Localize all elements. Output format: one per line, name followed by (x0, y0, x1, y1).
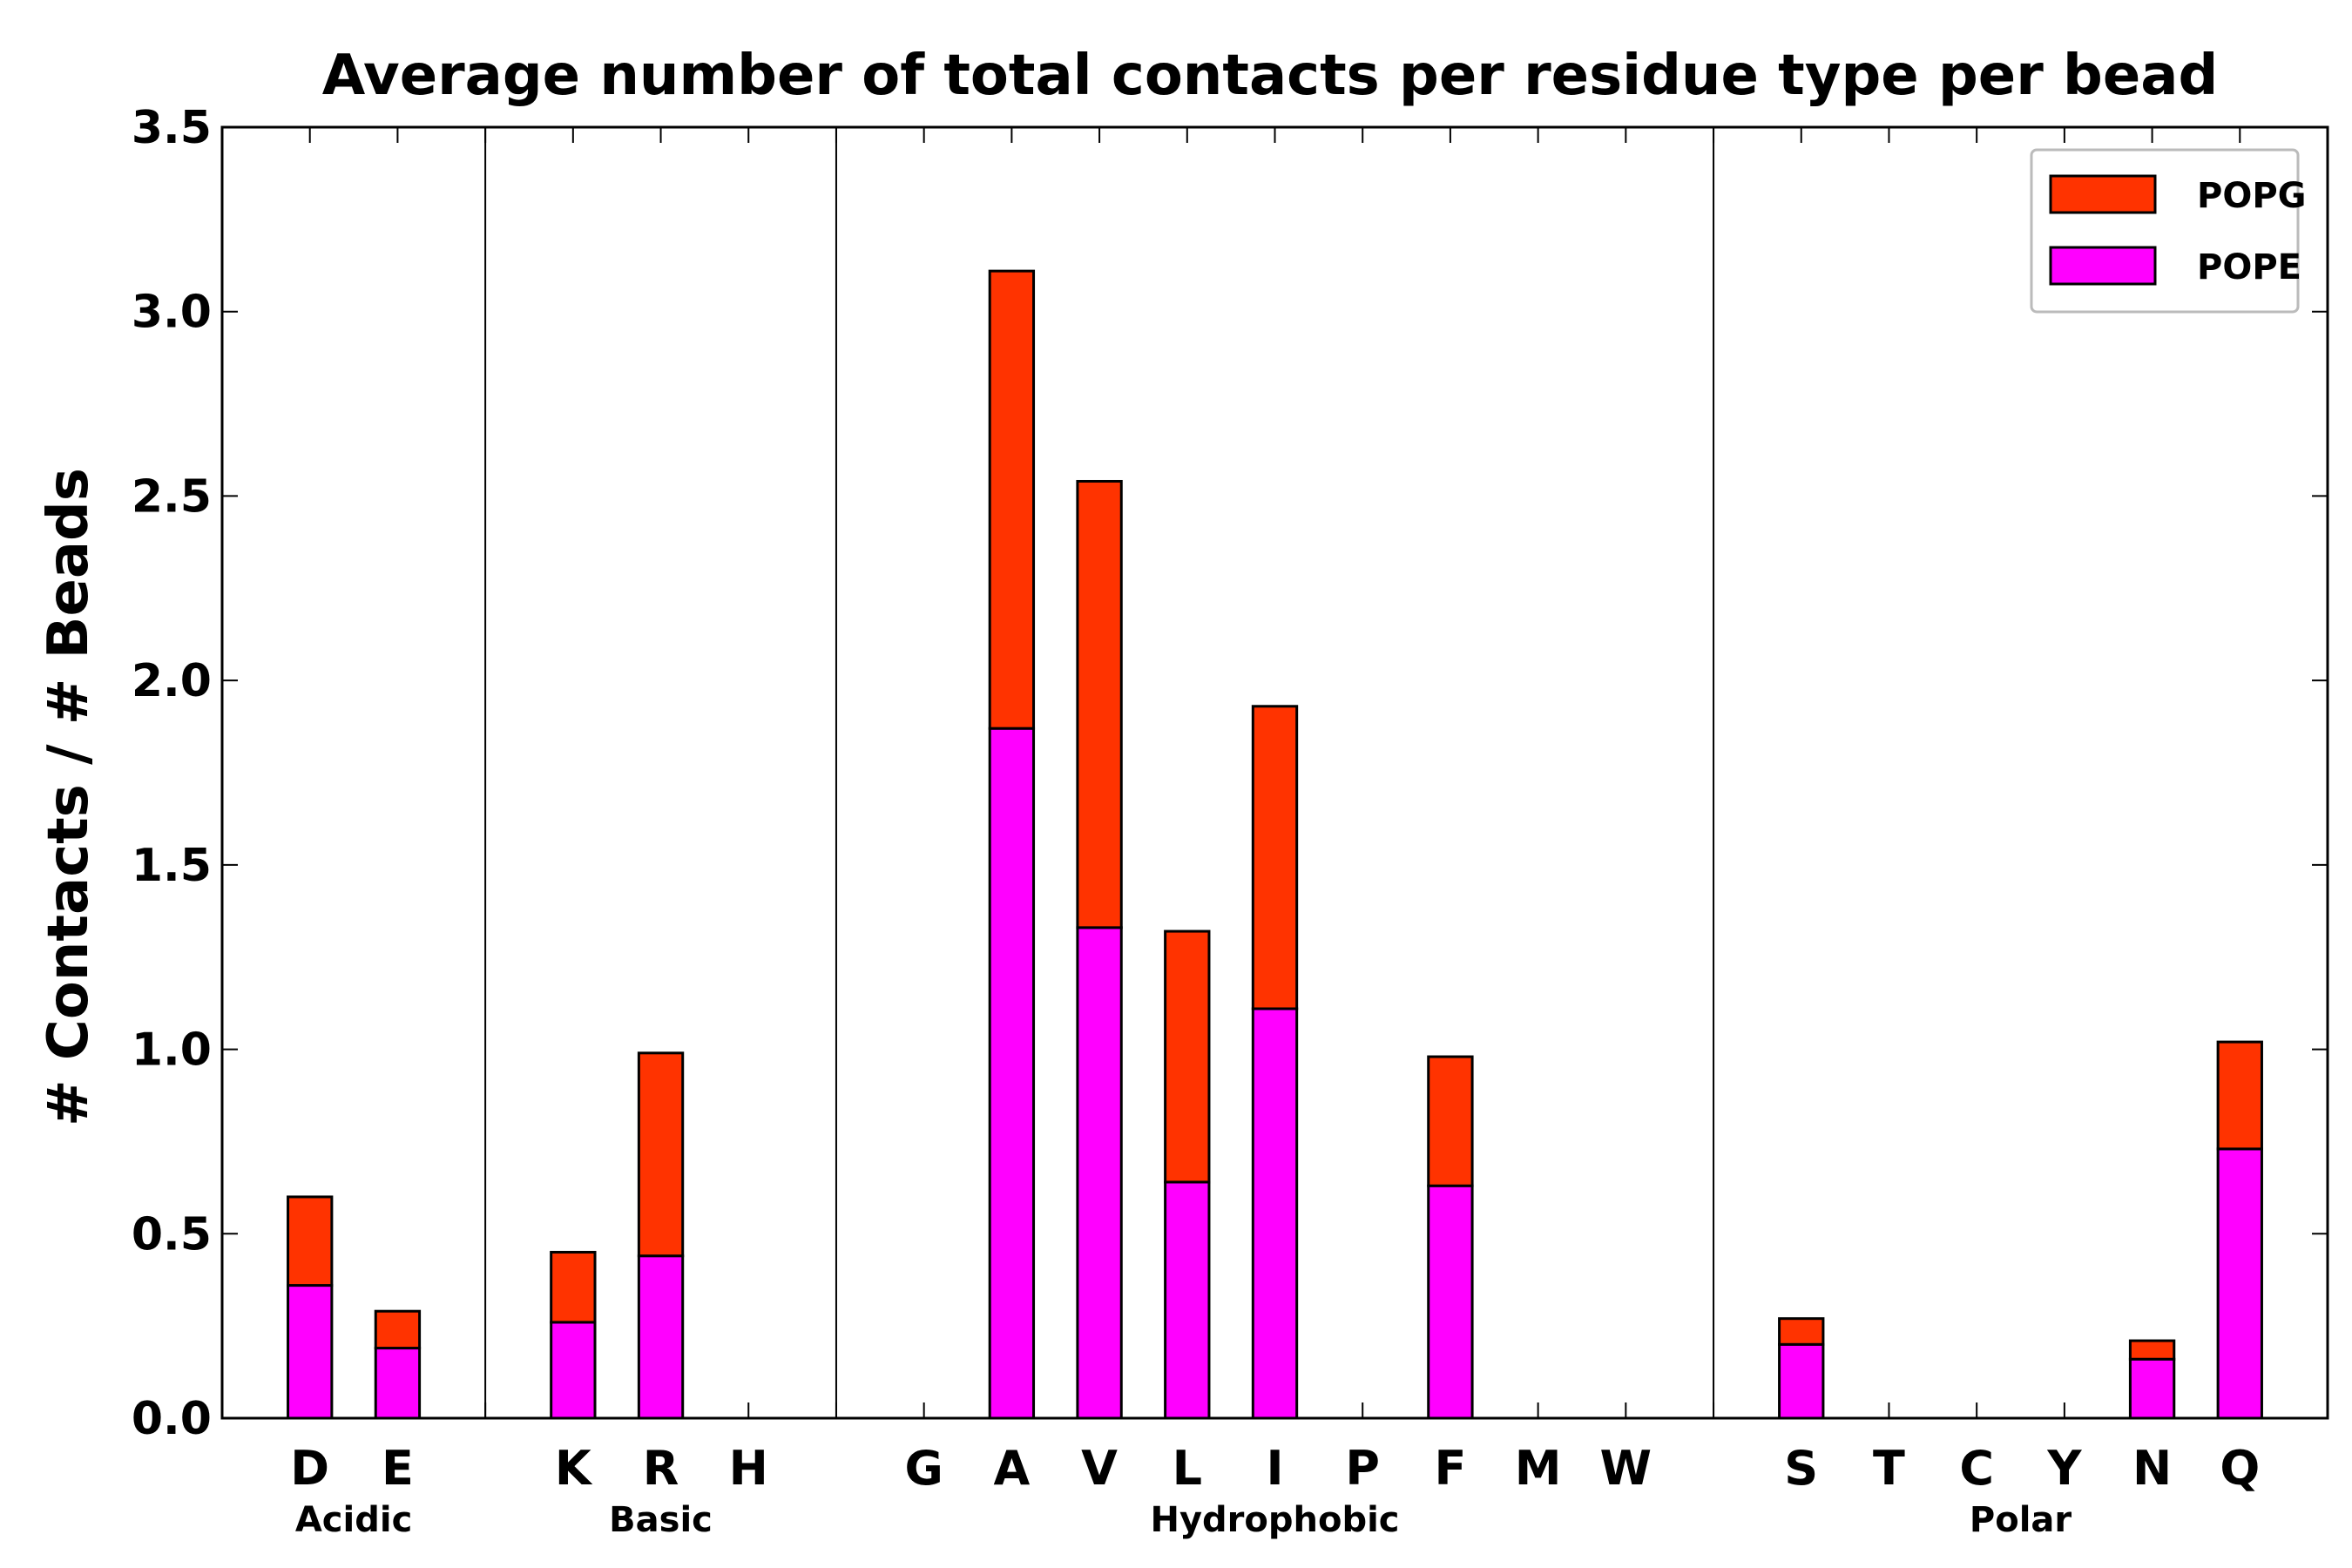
x-tick-label-G: G (905, 1441, 943, 1496)
x-tick-label-V: V (1081, 1441, 1118, 1496)
y-tick-label: 3.0 (132, 287, 212, 339)
bar-POPE-A (988, 727, 1036, 1420)
x-tick-label-I: I (1266, 1441, 1283, 1496)
x-tick-label-H: H (729, 1441, 768, 1496)
bar-POPE-F (1427, 1184, 1474, 1420)
bar-POPE-R (637, 1254, 685, 1420)
legend: POPG POPE (2030, 148, 2306, 314)
x-tick-label-K: K (555, 1441, 593, 1496)
group-label-acidic: Acidic (295, 1500, 412, 1540)
bar-POPE-I (1251, 1007, 1299, 1420)
x-tick-label-N: N (2132, 1441, 2172, 1496)
y-axis-label: # Contacts / # Beads (37, 468, 101, 1126)
bar-POPG-V (1076, 479, 1123, 929)
x-tick-label-D: D (290, 1441, 329, 1496)
x-tick-label-P: P (1345, 1441, 1380, 1496)
x-tick-label-S: S (1784, 1441, 1818, 1496)
bar-POPG-K (550, 1250, 597, 1324)
bar-POPG-S (1778, 1317, 1825, 1346)
x-tick-label-L: L (1173, 1441, 1202, 1496)
bar-POPG-A (988, 269, 1036, 730)
chart-title: Average number of total contacts per res… (322, 44, 2219, 108)
axes-frame (220, 125, 2329, 1420)
bar-POPG-I (1251, 705, 1299, 1010)
bar-POPE-V (1076, 926, 1123, 1420)
x-tick-label-Y: Y (2046, 1441, 2082, 1496)
bar-POPE-N (2128, 1357, 2176, 1420)
bar-POPG-F (1427, 1055, 1474, 1187)
y-tick-label: 0.5 (132, 1208, 212, 1260)
x-tick-label-C: C (1959, 1441, 1994, 1496)
y-tick-label: 1.5 (132, 840, 212, 892)
bar-POPG-L (1164, 929, 1211, 1184)
y-tick-label: 2.0 (132, 655, 212, 707)
bar-POPG-Q (2216, 1040, 2263, 1151)
y-tick-label: 2.5 (132, 470, 212, 523)
x-tick-label-Q: Q (2220, 1441, 2260, 1496)
x-tick-label-R: R (643, 1441, 679, 1496)
y-tick-label: 1.0 (132, 1024, 212, 1077)
x-tick-label-T: T (1873, 1441, 1905, 1496)
legend-box (2030, 148, 2300, 314)
x-tick-label-M: M (1515, 1441, 1562, 1496)
bar-POPE-D (287, 1284, 334, 1420)
x-tick-label-E: E (382, 1441, 414, 1496)
x-tick-label-F: F (1434, 1441, 1466, 1496)
x-tick-label-W: W (1600, 1441, 1652, 1496)
plot-area: 0.0 0.5 1.0 1.5 2.0 2.5 3.0 3.5 D E K R H G A V L I P F M W S T… (132, 102, 2329, 1540)
legend-swatch-POPG (2049, 174, 2157, 214)
bar-POPE-K (550, 1321, 597, 1420)
bar-POPE-S (1778, 1342, 1825, 1420)
bar-POPG-N (2128, 1339, 2176, 1361)
bar-POPE-L (1164, 1180, 1211, 1420)
x-tick-label-A: A (993, 1441, 1030, 1496)
bar-POPE-E (374, 1347, 422, 1420)
group-label-basic: Basic (609, 1500, 713, 1540)
legend-label-POPE: POPE (2197, 247, 2301, 287)
legend-swatch-POPE (2049, 246, 2157, 286)
bar-POPE-Q (2216, 1147, 2263, 1420)
y-tick-label: 3.5 (132, 102, 212, 154)
bar-POPG-D (287, 1195, 334, 1288)
bar-POPG-R (637, 1051, 685, 1258)
y-tick-label: 0.0 (132, 1393, 212, 1445)
legend-label-POPG: POPG (2197, 176, 2306, 216)
bar-POPG-E (374, 1309, 422, 1350)
group-label-polar: Polar (1970, 1500, 2072, 1540)
group-label-hydrophobic: Hydrophobic (1150, 1500, 1399, 1540)
